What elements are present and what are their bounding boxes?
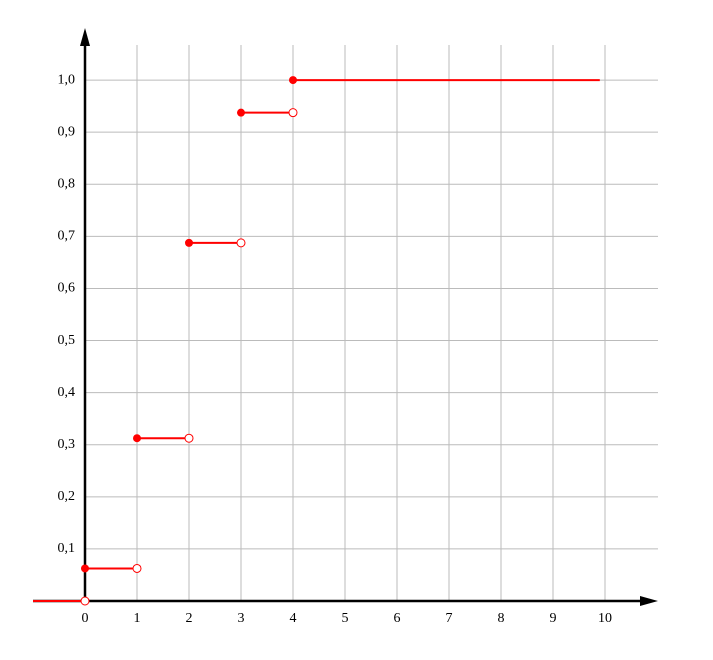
open-point [184,433,194,443]
x-tick-label: 7 [446,611,453,626]
y-axis-arrow [80,28,90,46]
y-tick-label: 0,3 [58,437,76,452]
y-tick-label: 1,0 [58,72,76,87]
x-axis-arrow [640,596,658,606]
x-tick-label: 4 [290,611,297,626]
x-tick-label: 6 [394,611,401,626]
open-point [132,563,142,573]
closed-point [133,434,141,443]
x-tick-label: 3 [238,611,245,626]
x-tick-label: 2 [186,611,193,626]
closed-point [237,108,245,117]
x-tick-label: 0 [82,611,89,626]
y-tick-label: 0,8 [58,176,76,191]
marks [33,76,600,606]
closed-point [185,238,193,247]
y-tick-label: 0,1 [58,541,76,556]
y-tick-label: 0,7 [58,229,76,244]
grid [84,45,658,601]
y-tick-label: 0,2 [58,489,76,504]
y-tick-label: 0,9 [58,124,76,139]
axes: 0 1 2 3 4 5 6 7 8 9 10 0,1 0,2 0,3 0,4 0,5 0,6 0,7 0,8 0,9 1… [33,28,658,626]
x-tick-label: 9 [550,611,557,626]
y-tick-label: 0,4 [58,385,76,400]
y-tick-label: 0,6 [58,281,76,296]
open-point [288,108,298,118]
open-point [80,596,90,606]
closed-point [289,76,297,85]
open-point [236,238,246,248]
x-tick-label: 10 [598,611,612,626]
x-tick-label: 1 [134,611,141,626]
y-tick-label: 0,5 [58,333,76,348]
closed-point [81,564,89,573]
x-tick-label: 8 [498,611,505,626]
x-tick-label: 5 [342,611,349,626]
